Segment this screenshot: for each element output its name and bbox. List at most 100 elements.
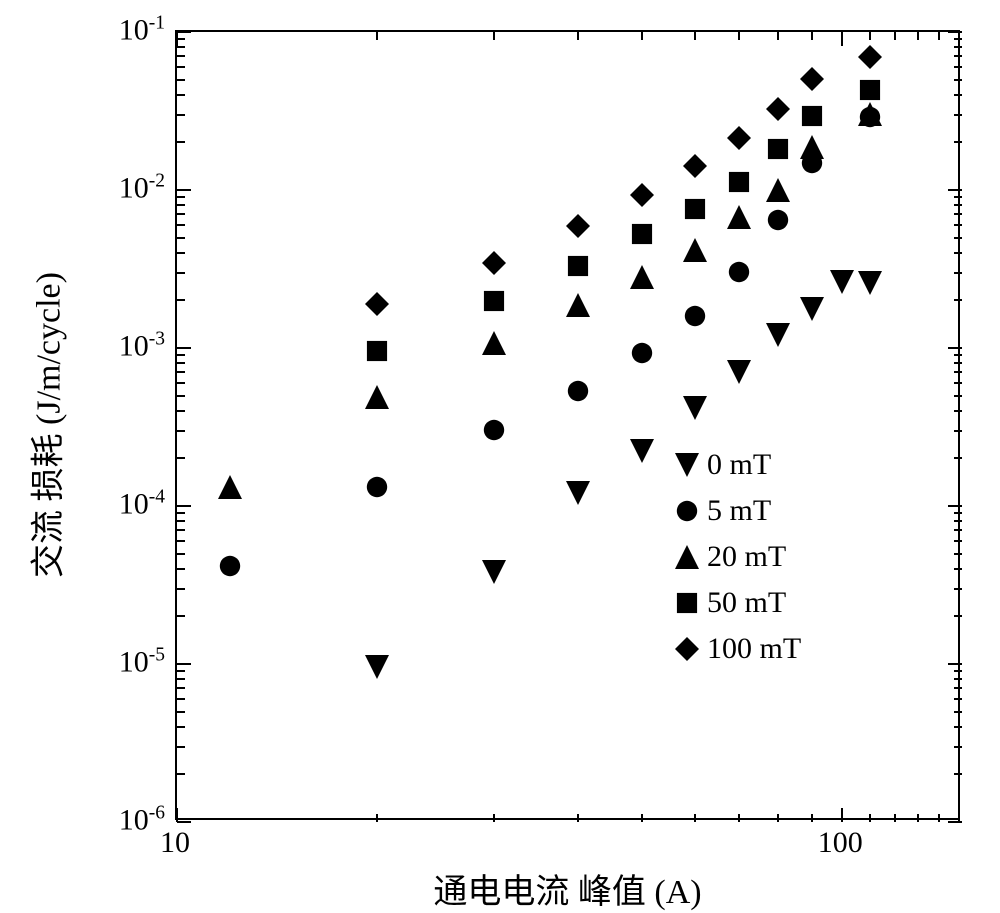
y-tick-minor (177, 299, 185, 301)
y-tick-minor (177, 670, 185, 672)
y-tick-minor (177, 272, 185, 274)
data-point (727, 170, 751, 194)
legend-marker-circle (667, 499, 707, 523)
y-tick-minor (954, 457, 962, 459)
y-tick-major (948, 505, 962, 507)
legend-entry: 50 mT (667, 588, 801, 618)
x-tick-minor (869, 32, 871, 40)
y-tick-minor (954, 711, 962, 713)
data-point (218, 475, 242, 499)
y-tick-minor (177, 529, 185, 531)
x-tick-major (176, 808, 178, 822)
y-tick-minor (954, 55, 962, 57)
y-tick-minor (177, 55, 185, 57)
y-tick-minor (954, 430, 962, 432)
x-tick-minor (376, 32, 378, 40)
data-point (858, 45, 882, 69)
data-point (630, 341, 654, 365)
y-tick-minor (954, 520, 962, 522)
data-point (630, 265, 654, 289)
y-tick-minor (954, 237, 962, 239)
data-point (800, 104, 824, 128)
data-point (566, 379, 590, 403)
y-tick-minor (177, 540, 185, 542)
data-point (858, 78, 882, 102)
legend-marker-diamond (667, 637, 707, 661)
x-tick-minor (811, 814, 813, 822)
y-tick-minor (177, 204, 185, 206)
data-point (365, 475, 389, 499)
x-axis-label: 通电电流 峰值 (A) (433, 864, 701, 913)
legend-entry: 5 mT (667, 496, 801, 526)
y-tick-minor (954, 670, 962, 672)
data-point (482, 331, 506, 355)
data-point (683, 238, 707, 262)
data-point (365, 339, 389, 363)
y-tick-minor (954, 773, 962, 775)
y-tick-minor (177, 687, 185, 689)
y-tick-minor (177, 410, 185, 412)
legend-label: 50 mT (707, 586, 786, 620)
y-tick-major (177, 505, 191, 507)
data-point (727, 205, 751, 229)
y-tick-minor (954, 678, 962, 680)
data-point (800, 135, 824, 159)
y-tick-minor (177, 520, 185, 522)
data-point (766, 208, 790, 232)
data-point (800, 297, 824, 321)
data-point (683, 396, 707, 420)
y-tick-minor (954, 213, 962, 215)
y-tick-label: 10-5 (119, 645, 165, 680)
y-tick-minor (954, 395, 962, 397)
legend-label: 0 mT (707, 448, 771, 482)
data-point (683, 154, 707, 178)
y-tick-major (177, 347, 191, 349)
y-tick-minor (954, 141, 962, 143)
y-tick-minor (177, 213, 185, 215)
y-tick-minor (954, 204, 962, 206)
y-tick-major (948, 821, 962, 823)
data-point (566, 293, 590, 317)
x-tick-minor (917, 814, 919, 822)
y-tick-major (177, 663, 191, 665)
y-tick-minor (954, 66, 962, 68)
data-point (482, 560, 506, 584)
x-tick-minor (694, 32, 696, 40)
x-tick-minor (738, 814, 740, 822)
data-point (365, 385, 389, 409)
y-tick-minor (177, 252, 185, 254)
x-tick-minor (894, 814, 896, 822)
y-tick-major (177, 31, 191, 33)
y-tick-minor (954, 79, 962, 81)
x-tick-minor (869, 814, 871, 822)
data-point (766, 323, 790, 347)
y-tick-label: 10-1 (119, 13, 165, 48)
y-tick-minor (177, 354, 185, 356)
y-tick-minor (954, 252, 962, 254)
y-tick-minor (954, 746, 962, 748)
y-tick-minor (954, 382, 962, 384)
y-tick-minor (177, 141, 185, 143)
y-tick-minor (177, 698, 185, 700)
y-tick-minor (177, 568, 185, 570)
data-point (482, 251, 506, 275)
data-point (766, 137, 790, 161)
y-tick-minor (177, 79, 185, 81)
x-tick-minor (938, 814, 940, 822)
x-tick-minor (777, 32, 779, 40)
legend-marker-square (667, 591, 707, 615)
data-point (482, 289, 506, 313)
data-point (566, 481, 590, 505)
y-tick-minor (177, 430, 185, 432)
x-tick-minor (641, 32, 643, 40)
y-tick-minor (177, 114, 185, 116)
data-point (365, 292, 389, 316)
x-tick-minor (493, 32, 495, 40)
x-tick-minor (577, 814, 579, 822)
y-tick-minor (177, 746, 185, 748)
x-tick-major (841, 808, 843, 822)
legend-label: 100 mT (707, 632, 801, 666)
y-tick-minor (177, 512, 185, 514)
data-point (365, 655, 389, 679)
y-tick-minor (954, 698, 962, 700)
